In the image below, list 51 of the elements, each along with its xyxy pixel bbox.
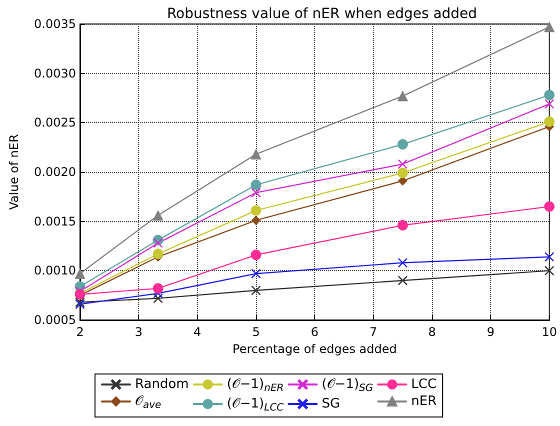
x-tick-label: 7 [370,325,378,339]
x-tick-label: 5 [252,325,260,339]
x-tick-label: 4 [194,325,202,339]
point [250,250,262,260]
y-tick-label: 0.0035 [34,17,76,31]
y-tick-label: 0.0015 [34,214,76,228]
point [250,180,262,190]
point [398,258,408,268]
point [152,210,164,221]
point [397,139,408,150]
point [398,176,408,186]
point [544,99,554,109]
point [544,266,554,276]
y-axis-title: Value of nER [7,134,21,210]
x-tick-label: 6 [310,325,319,339]
x-tick-label: 2 [76,325,84,339]
x-tick-label: 9 [486,325,495,339]
point [397,220,408,231]
point [250,148,262,160]
point [251,268,261,278]
legend-label: SG [322,396,340,412]
x-tick-label: 3 [134,325,142,339]
point [397,168,408,178]
point [251,188,261,198]
y-tick-label: 0.0030 [34,66,76,80]
point [544,252,554,262]
point [250,205,262,216]
chart-title: Robustness value of nER when edges added [166,6,478,22]
y-tick-label: 0.0025 [34,116,76,130]
x-tick-label: 8 [428,325,436,339]
point [251,286,261,296]
point [398,276,408,286]
y-tick-label: 0.0020 [34,165,76,179]
point [544,22,555,32]
x-tick-label: 10 [542,325,558,339]
point [74,268,86,279]
x-axis-title: Percentage of edges added [232,342,397,356]
point [544,201,555,212]
point [251,216,261,226]
point [397,90,408,102]
point [152,248,164,260]
legend-label: nER [411,394,437,409]
point [398,159,408,169]
y-tick-label: 0.0005 [34,313,76,327]
legend-label: LCC [411,377,437,392]
legend-label: Random [135,377,189,392]
y-tick-label: 0.0010 [34,264,76,278]
point [152,283,164,294]
point [544,116,555,127]
point [153,238,163,248]
point [544,90,555,100]
